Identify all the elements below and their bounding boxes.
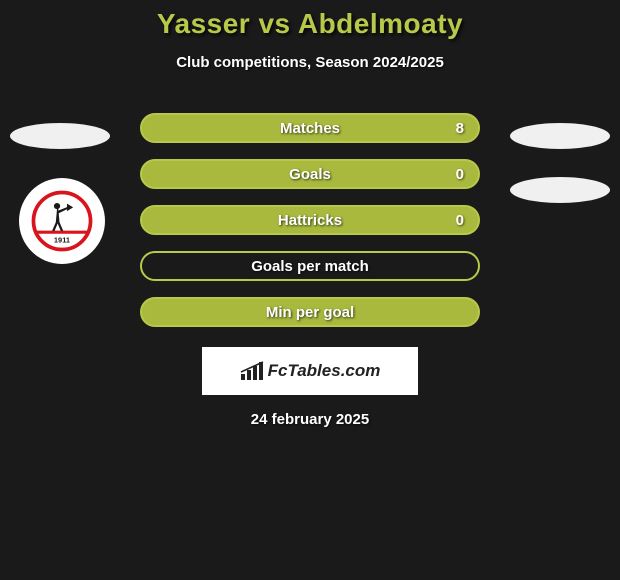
infographic-container: Yasser vs Abdelmoaty Club competitions, …: [0, 0, 620, 428]
brand-box[interactable]: FcTables.com: [202, 347, 418, 395]
player-avatar-left: [10, 123, 110, 149]
stat-row: Hattricks 0: [140, 205, 480, 235]
player-avatar-right-1: [510, 123, 610, 149]
stat-row: Matches 8: [140, 113, 480, 143]
svg-text:1911: 1911: [54, 236, 70, 245]
stat-row: Goals 0: [140, 159, 480, 189]
player-avatar-right-2: [510, 177, 610, 203]
stat-row: Min per goal: [140, 297, 480, 327]
date-text: 24 february 2025: [0, 411, 620, 428]
stat-value: 0: [456, 212, 464, 229]
subtitle: Club competitions, Season 2024/2025: [0, 54, 620, 71]
stat-label: Hattricks: [278, 212, 342, 229]
stat-label: Min per goal: [266, 304, 354, 321]
brand-text: FcTables.com: [268, 361, 381, 381]
stat-label: Goals: [289, 166, 331, 183]
stat-row: Goals per match: [140, 251, 480, 281]
zamalek-logo-icon: 1911: [31, 190, 93, 252]
club-logo: 1911: [19, 178, 105, 264]
stat-value: 8: [456, 120, 464, 137]
stat-label: Goals per match: [251, 258, 369, 275]
page-title: Yasser vs Abdelmoaty: [0, 8, 620, 40]
stat-label: Matches: [280, 120, 340, 137]
bar-chart-icon: [240, 361, 264, 381]
stat-value: 0: [456, 166, 464, 183]
